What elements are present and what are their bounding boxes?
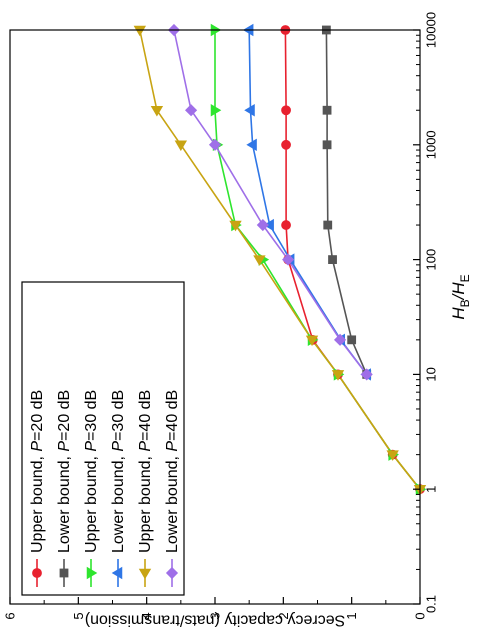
data-point-s2 <box>328 255 337 265</box>
legend-swatch-marker <box>86 566 98 580</box>
series-line-1 <box>284 29 421 490</box>
data-point-s5 <box>150 105 164 117</box>
legend-entry-4: Lower bound, P=30 dB <box>110 390 127 553</box>
series-line-2 <box>325 29 368 375</box>
y-tick-label: 1 <box>344 612 359 619</box>
data-point-s5 <box>133 25 147 37</box>
y-axis-label: Secrecy capacity (nats/transmission) <box>85 612 346 629</box>
legend-swatch-marker <box>138 568 152 580</box>
legend: Upper bound, P=20 dB Lower bound, P=20 dB… <box>21 281 185 596</box>
data-point-s5 <box>174 140 188 152</box>
data-point-s5 <box>229 220 242 232</box>
data-point-s6 <box>282 253 295 266</box>
data-point-s5 <box>253 255 266 266</box>
data-point-s4 <box>244 104 255 117</box>
data-point-s5 <box>305 335 319 347</box>
y-axis-ticks: 0 1 2 3 4 5 6 <box>3 597 428 620</box>
x-tick-label: 1000 <box>424 130 439 159</box>
data-point-s1 <box>281 105 291 116</box>
legend-swatch-marker <box>59 568 69 578</box>
data-point-s6 <box>185 104 198 117</box>
data-point-s4 <box>246 138 257 151</box>
legend-entry-1: Upper bound, P=20 dB <box>29 390 46 553</box>
legend-swatch-marker <box>111 566 123 580</box>
y-tick-label: 3 <box>208 612 223 619</box>
legend-box <box>21 281 185 596</box>
data-point-s3 <box>210 104 222 117</box>
data-point-s5 <box>331 370 345 381</box>
data-point-s2 <box>322 105 332 115</box>
series-line-6 <box>173 29 368 375</box>
data-point-s2 <box>323 220 333 230</box>
legend-entry-2: Lower bound, P=20 dB <box>56 390 73 553</box>
y-tick-label: 6 <box>3 612 18 619</box>
y-axis-title: Secrecy capacity (nats/transmission) <box>85 612 346 629</box>
plot-area: 0.1 1 10 100 1000 10000 0 1 2 3 4 5 6 <box>3 12 439 620</box>
data-point-s6 <box>333 333 347 346</box>
legend-entry-5: Upper bound, P=40 dB <box>137 390 154 553</box>
y-tick-label: 0 <box>413 612 428 619</box>
legend-entry-3: Upper bound, P=30 dB <box>83 390 100 553</box>
data-point-s1 <box>281 139 291 150</box>
x-tick-label: 0.1 <box>424 595 439 613</box>
x-tick-label: 10 <box>424 367 439 381</box>
data-point-s2 <box>322 140 332 150</box>
data-point-s5 <box>386 450 399 461</box>
data-point-s6 <box>256 218 269 232</box>
data-point-s2 <box>347 335 357 345</box>
data-point-s6 <box>208 138 222 151</box>
y-tick-label: 4 <box>139 612 154 619</box>
x-axis-ticks: 0.1 1 10 100 1000 10000 <box>413 12 439 613</box>
y-tick-label: 2 <box>276 612 291 619</box>
series-markers <box>133 23 427 496</box>
series-line-3 <box>214 30 421 490</box>
data-point-s1 <box>281 220 291 230</box>
data-point-s6 <box>360 368 373 381</box>
x-tick-label: 100 <box>424 249 439 271</box>
x-axis-label: HB/HE <box>449 274 473 319</box>
x-axis-title: HB/HE <box>449 274 473 319</box>
x-tick-label: 10000 <box>424 12 439 48</box>
y-tick-label: 5 <box>71 612 86 619</box>
legend-entry-6: Lower bound, P=40 dB <box>164 390 181 553</box>
x-tick-label: 1 <box>424 486 439 493</box>
legend-swatch-marker <box>32 568 42 578</box>
legend-swatch-marker <box>165 566 179 580</box>
